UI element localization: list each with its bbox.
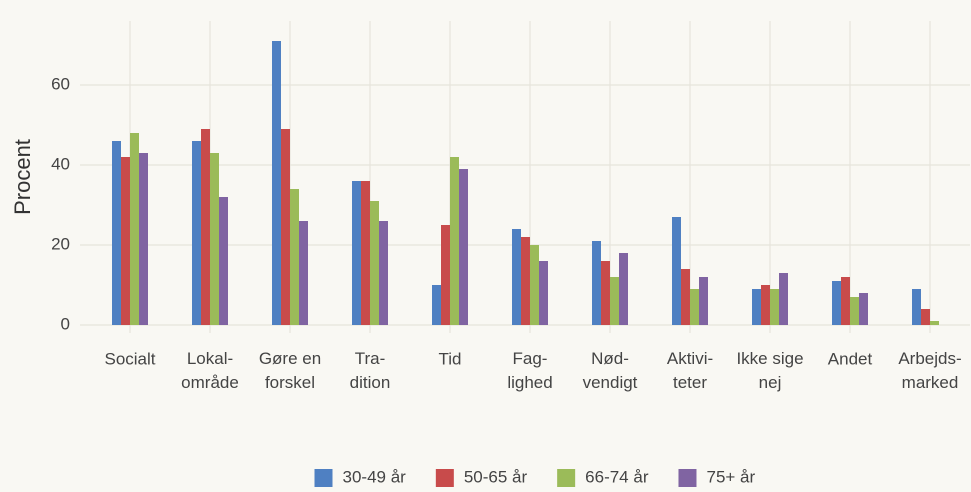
legend-label: 66-74 år (585, 467, 649, 486)
bar (779, 273, 788, 325)
x-tick-label: Aktivi-teter (667, 349, 713, 392)
x-tick-label: Arbejds-marked (898, 349, 961, 392)
bar (521, 237, 530, 325)
bar (770, 289, 779, 325)
legend-swatch (557, 469, 576, 487)
bar (699, 277, 708, 325)
bar (130, 133, 139, 325)
bar (752, 289, 761, 325)
bar (192, 141, 201, 325)
bar (352, 181, 361, 325)
legend-swatch (435, 469, 454, 487)
bar (450, 157, 459, 325)
bar (592, 241, 601, 325)
bar (272, 41, 281, 325)
bar (121, 157, 130, 325)
legend-label: 30-49 år (343, 467, 407, 486)
legend-swatch (678, 469, 697, 487)
x-tick-label: Gøre en forskel (259, 349, 321, 392)
x-tick-label: Lokal-område (181, 349, 239, 392)
bar (832, 281, 841, 325)
bar (930, 321, 939, 325)
bar (299, 221, 308, 325)
legend-swatch (314, 469, 333, 487)
bar (201, 129, 210, 325)
y-tick-label: 60 (51, 74, 70, 93)
x-tick-label: Nød-vendigt (583, 349, 638, 392)
bar (441, 225, 450, 325)
bar (512, 229, 521, 325)
bar (219, 197, 228, 325)
x-tick-label: Fag-lighed (507, 349, 552, 392)
bar (859, 293, 868, 325)
bar (370, 201, 379, 325)
bar (850, 297, 859, 325)
bar (459, 169, 468, 325)
bar (681, 269, 690, 325)
bar (921, 309, 930, 325)
bar (601, 261, 610, 325)
x-tick-label: Tra-dition (350, 349, 391, 392)
bar (139, 153, 148, 325)
bar (432, 285, 441, 325)
bar (619, 253, 628, 325)
bar (379, 221, 388, 325)
bar (112, 141, 121, 325)
y-tick-label: 20 (51, 234, 70, 253)
bar (539, 261, 548, 325)
bar (610, 277, 619, 325)
bar (210, 153, 219, 325)
bar (672, 217, 681, 325)
bar (690, 289, 699, 325)
x-tick-label: Tid (439, 349, 462, 368)
x-tick-label: Ikke sige nej (736, 349, 803, 392)
x-tick-label: Andet (828, 349, 873, 368)
y-axis-label: Procent (10, 139, 35, 215)
bar (530, 245, 539, 325)
bar (361, 181, 370, 325)
bar (912, 289, 921, 325)
x-tick-label: Socialt (104, 349, 155, 368)
legend-label: 75+ år (706, 467, 755, 486)
bar (761, 285, 770, 325)
bar (841, 277, 850, 325)
bar (281, 129, 290, 325)
y-tick-label: 40 (51, 154, 70, 173)
legend-label: 50-65 år (464, 467, 528, 486)
bar (290, 189, 299, 325)
y-tick-label: 0 (61, 314, 70, 333)
